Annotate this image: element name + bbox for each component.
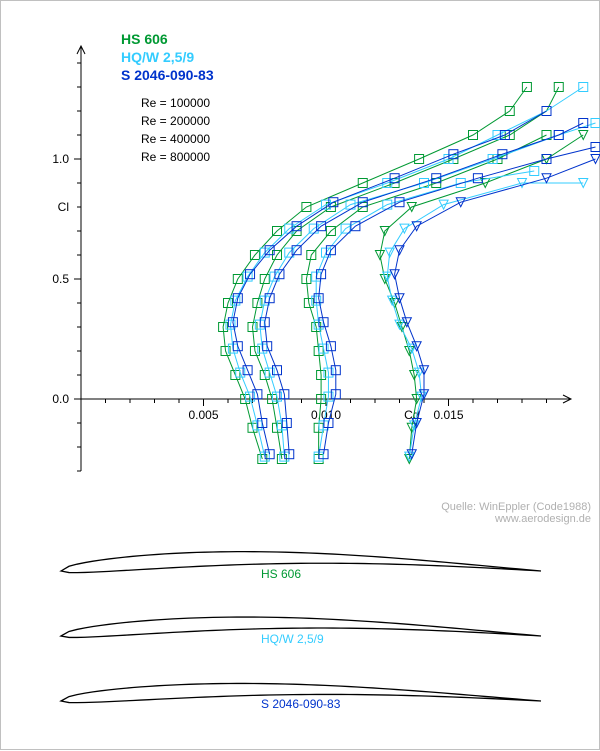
svg-text:0.0: 0.0: [52, 392, 69, 406]
svg-text:Cl: Cl: [58, 200, 69, 214]
svg-text:1.0: 1.0: [52, 152, 69, 166]
source-line1: Quelle: WinEppler (Code1988): [401, 501, 591, 513]
svg-text:0.005: 0.005: [188, 408, 218, 422]
chart-frame: HS 606 HQ/W 2,5/9 S 2046-090-83 Re = 100…: [0, 0, 600, 750]
airfoil-label-2-text: S 2046-090-83: [261, 697, 340, 711]
drag-polar-chart: 0.0050.0100.015Cd0.00.51.0Cl: [1, 1, 591, 511]
source-text: Quelle: WinEppler (Code1988) www.aerodes…: [401, 501, 591, 525]
airfoil-label-2: S 2046-090-83: [261, 697, 340, 711]
source-line2: www.aerodesign.de: [401, 513, 591, 525]
airfoil-label-0-text: HS 606: [261, 567, 301, 581]
svg-text:0.5: 0.5: [52, 272, 69, 286]
airfoil-label-1-text: HQ/W 2,5/9: [261, 632, 324, 646]
svg-text:0.015: 0.015: [433, 408, 463, 422]
airfoil-label-0: HS 606: [261, 567, 301, 581]
airfoil-label-1: HQ/W 2,5/9: [261, 632, 324, 646]
